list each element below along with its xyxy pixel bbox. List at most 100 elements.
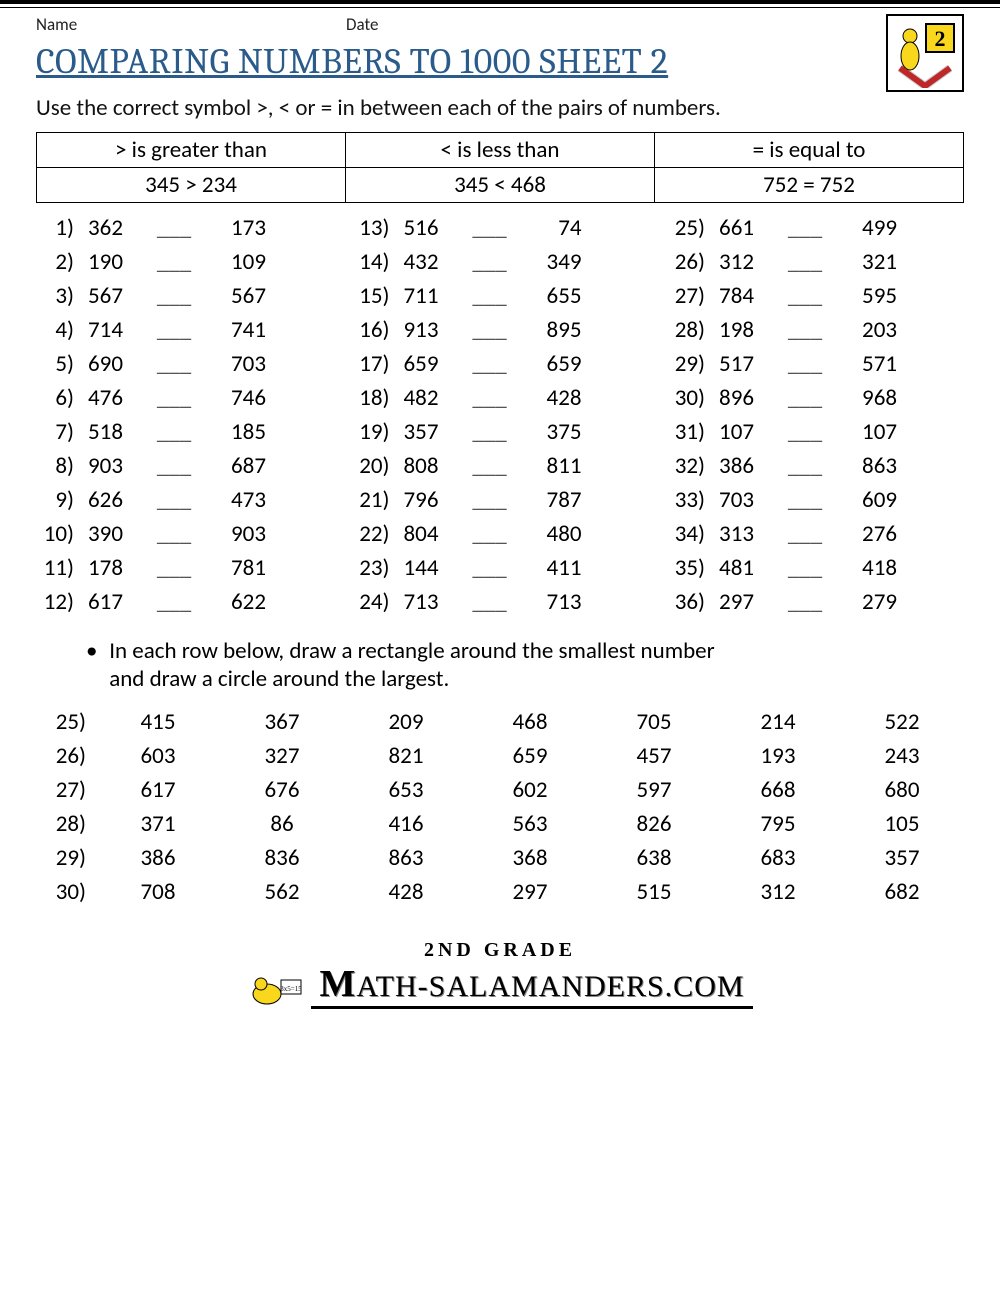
problem-right: 787 [520,486,582,514]
problem-number: 8) [36,452,82,480]
problem-right: 480 [520,520,582,548]
problem-right: 499 [835,214,897,242]
problem-blank[interactable] [775,520,835,548]
problem-blank[interactable] [775,418,835,446]
problem-row: 7)518185 [36,415,333,449]
problem-blank[interactable] [144,520,204,548]
problem-blank[interactable] [144,214,204,242]
problem-blank[interactable] [144,486,204,514]
row-value: 386 [96,844,220,872]
problem-blank[interactable] [775,554,835,582]
worksheet-page: Name Date COMPARING NUMBERS TO 1000 SHEE… [0,14,1000,1022]
problem-left: 386 [713,452,775,480]
problem-number: 31) [667,418,713,446]
problem-blank[interactable] [460,418,520,446]
problem-number: 32) [667,452,713,480]
row-value: 457 [592,742,716,770]
problem-blank[interactable] [460,248,520,276]
problem-blank[interactable] [144,452,204,480]
problem-right: 321 [835,248,897,276]
problem-left: 178 [82,554,144,582]
problem-blank[interactable] [775,350,835,378]
problem-left: 297 [713,588,775,616]
problem-number: 9) [36,486,82,514]
problem-number: 21) [352,486,398,514]
row-value: 86 [220,810,344,838]
problem-left: 808 [398,452,460,480]
problem-blank[interactable] [460,384,520,412]
problem-blank[interactable] [460,520,520,548]
problem-blank[interactable] [144,248,204,276]
row-value: 653 [344,776,468,804]
problem-row: 32)386863 [667,449,964,483]
problem-blank[interactable] [144,418,204,446]
problem-row: 25)661499 [667,211,964,245]
page-title: COMPARING NUMBERS TO 1000 SHEET 2 [36,41,886,82]
problem-right: 349 [520,248,582,276]
problem-blank[interactable] [460,486,520,514]
problems-col-1: 1)3621732)1901093)5675674)7147415)690703… [36,211,333,619]
row-value: 243 [840,742,964,770]
problem-blank[interactable] [775,214,835,242]
problem-right: 903 [204,520,266,548]
problem-left: 390 [82,520,144,548]
problem-blank[interactable] [775,486,835,514]
row-value: 603 [96,742,220,770]
problem-row: 10)390 903 [36,517,333,551]
problem-blank[interactable] [144,384,204,412]
problem-left: 804 [398,520,460,548]
problem-row: 26)312321 [667,245,964,279]
problem-blank[interactable] [144,282,204,310]
row-value: 821 [344,742,468,770]
problem-blank[interactable] [775,316,835,344]
row-value: 368 [468,844,592,872]
section2-line1: In each row below, draw a rectangle arou… [109,637,714,665]
row-value: 617 [96,776,220,804]
problem-right: 276 [835,520,897,548]
legend-eq-label: = is equal to [655,133,964,168]
row-value: 105 [840,810,964,838]
problem-left: 482 [398,384,460,412]
section2-instruction: • In each row below, draw a rectangle ar… [86,637,964,693]
problem-left: 659 [398,350,460,378]
problem-left: 796 [398,486,460,514]
problem-row: 20)808811 [352,449,649,483]
legend-gt-label: > is greater than [37,133,346,168]
problem-left: 784 [713,282,775,310]
problem-right: 746 [204,384,266,412]
problem-blank[interactable] [144,554,204,582]
row-value: 659 [468,742,592,770]
problem-blank[interactable] [775,588,835,616]
problem-blank[interactable] [144,588,204,616]
section2-line2: and draw a circle around the largest. [109,665,449,693]
problem-number: 20) [352,452,398,480]
row-value: 836 [220,844,344,872]
problem-blank[interactable] [144,350,204,378]
problem-left: 703 [713,486,775,514]
problem-number: 10) [36,520,82,548]
problem-number: 19) [352,418,398,446]
problem-blank[interactable] [460,282,520,310]
problem-right: 173 [204,214,266,242]
problem-left: 107 [713,418,775,446]
problem-blank[interactable] [460,588,520,616]
problem-blank[interactable] [144,316,204,344]
problem-blank[interactable] [775,384,835,412]
problem-number: 30) [667,384,713,412]
problem-row: 6)476746 [36,381,333,415]
problem-left: 357 [398,418,460,446]
problem-row: 36)297279 [667,585,964,619]
row-value: 327 [220,742,344,770]
problem-blank[interactable] [460,214,520,242]
problem-blank[interactable] [460,554,520,582]
problem-blank[interactable] [775,282,835,310]
row-number: 30) [36,878,96,906]
problem-blank[interactable] [460,350,520,378]
problem-blank[interactable] [460,316,520,344]
problem-left: 362 [82,214,144,242]
problem-blank[interactable] [775,452,835,480]
problem-number: 35) [667,554,713,582]
problem-blank[interactable] [460,452,520,480]
row-value: 357 [840,844,964,872]
problem-blank[interactable] [775,248,835,276]
